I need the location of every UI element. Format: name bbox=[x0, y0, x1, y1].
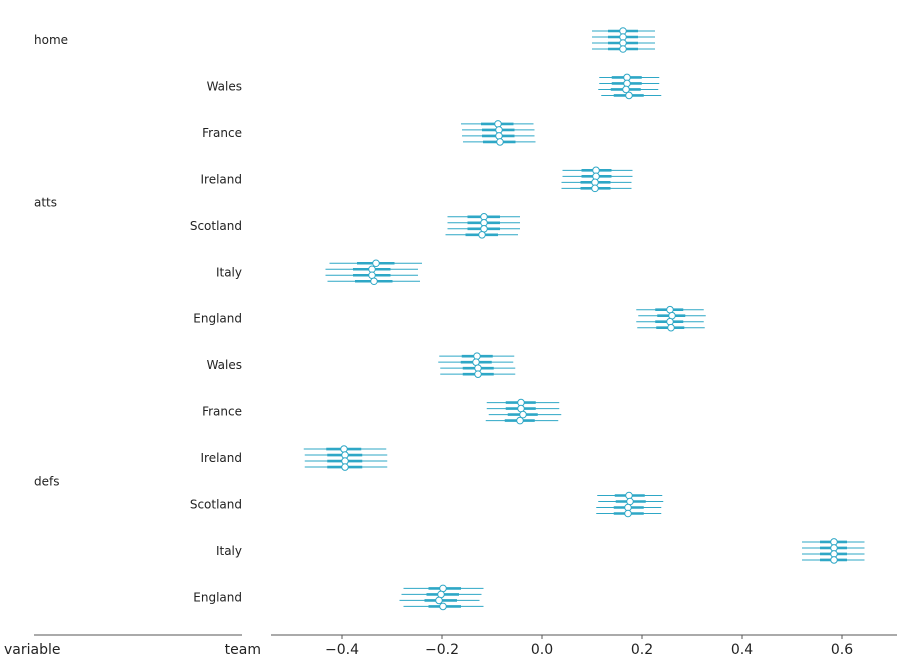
x-tick-label: −0.4 bbox=[325, 642, 359, 658]
variable-label: atts bbox=[34, 196, 57, 210]
median-point bbox=[516, 416, 524, 425]
median-point bbox=[592, 172, 600, 181]
median-point bbox=[340, 445, 348, 453]
median-point bbox=[830, 556, 838, 564]
median-point bbox=[496, 138, 504, 146]
median-point bbox=[473, 352, 481, 360]
team-label: Italy bbox=[216, 265, 242, 279]
team-label: Italy bbox=[216, 544, 242, 558]
variable-column-label: variable bbox=[4, 642, 60, 658]
median-point bbox=[439, 602, 447, 611]
median-point bbox=[341, 463, 349, 471]
median-point bbox=[625, 491, 633, 500]
team-label: Ireland bbox=[200, 172, 242, 186]
median-point bbox=[666, 317, 674, 326]
median-point bbox=[494, 120, 502, 128]
variable-label: defs bbox=[34, 474, 59, 488]
median-point bbox=[495, 132, 503, 140]
x-axis: −0.4 −0.2 0.0 0.2 0.4 0.6 bbox=[34, 634, 897, 658]
median-point bbox=[519, 410, 527, 419]
team-label: Scotland bbox=[190, 498, 242, 512]
team-label: France bbox=[202, 405, 242, 419]
median-point bbox=[372, 259, 380, 268]
median-point bbox=[619, 45, 627, 53]
variable-label: home bbox=[34, 33, 68, 47]
team-label: Ireland bbox=[200, 451, 242, 465]
median-point bbox=[667, 323, 675, 332]
team-label: Wales bbox=[207, 358, 242, 372]
median-point bbox=[474, 370, 482, 378]
x-tick-label: −0.2 bbox=[425, 642, 459, 658]
median-point bbox=[478, 231, 486, 239]
median-point bbox=[625, 91, 633, 100]
median-point bbox=[623, 79, 631, 88]
median-point bbox=[370, 277, 378, 286]
median-point bbox=[435, 596, 443, 605]
label-column: home atts defs Wales France Ireland Scotland It… bbox=[34, 33, 242, 604]
x-tick-label: 0.6 bbox=[831, 642, 853, 658]
x-tick-label: 0.0 bbox=[531, 642, 553, 658]
team-label: England bbox=[193, 312, 242, 326]
team-column-label: team bbox=[225, 642, 261, 658]
median-point bbox=[624, 509, 632, 518]
median-point bbox=[622, 85, 630, 94]
team-label: Scotland bbox=[190, 219, 242, 233]
median-point bbox=[591, 184, 599, 193]
team-label: Wales bbox=[207, 79, 242, 93]
x-tick-label: 0.2 bbox=[631, 642, 653, 658]
plot-marks bbox=[303, 27, 865, 611]
team-label: England bbox=[193, 590, 242, 604]
x-tick-label: 0.4 bbox=[731, 642, 753, 658]
team-label: France bbox=[202, 126, 242, 140]
